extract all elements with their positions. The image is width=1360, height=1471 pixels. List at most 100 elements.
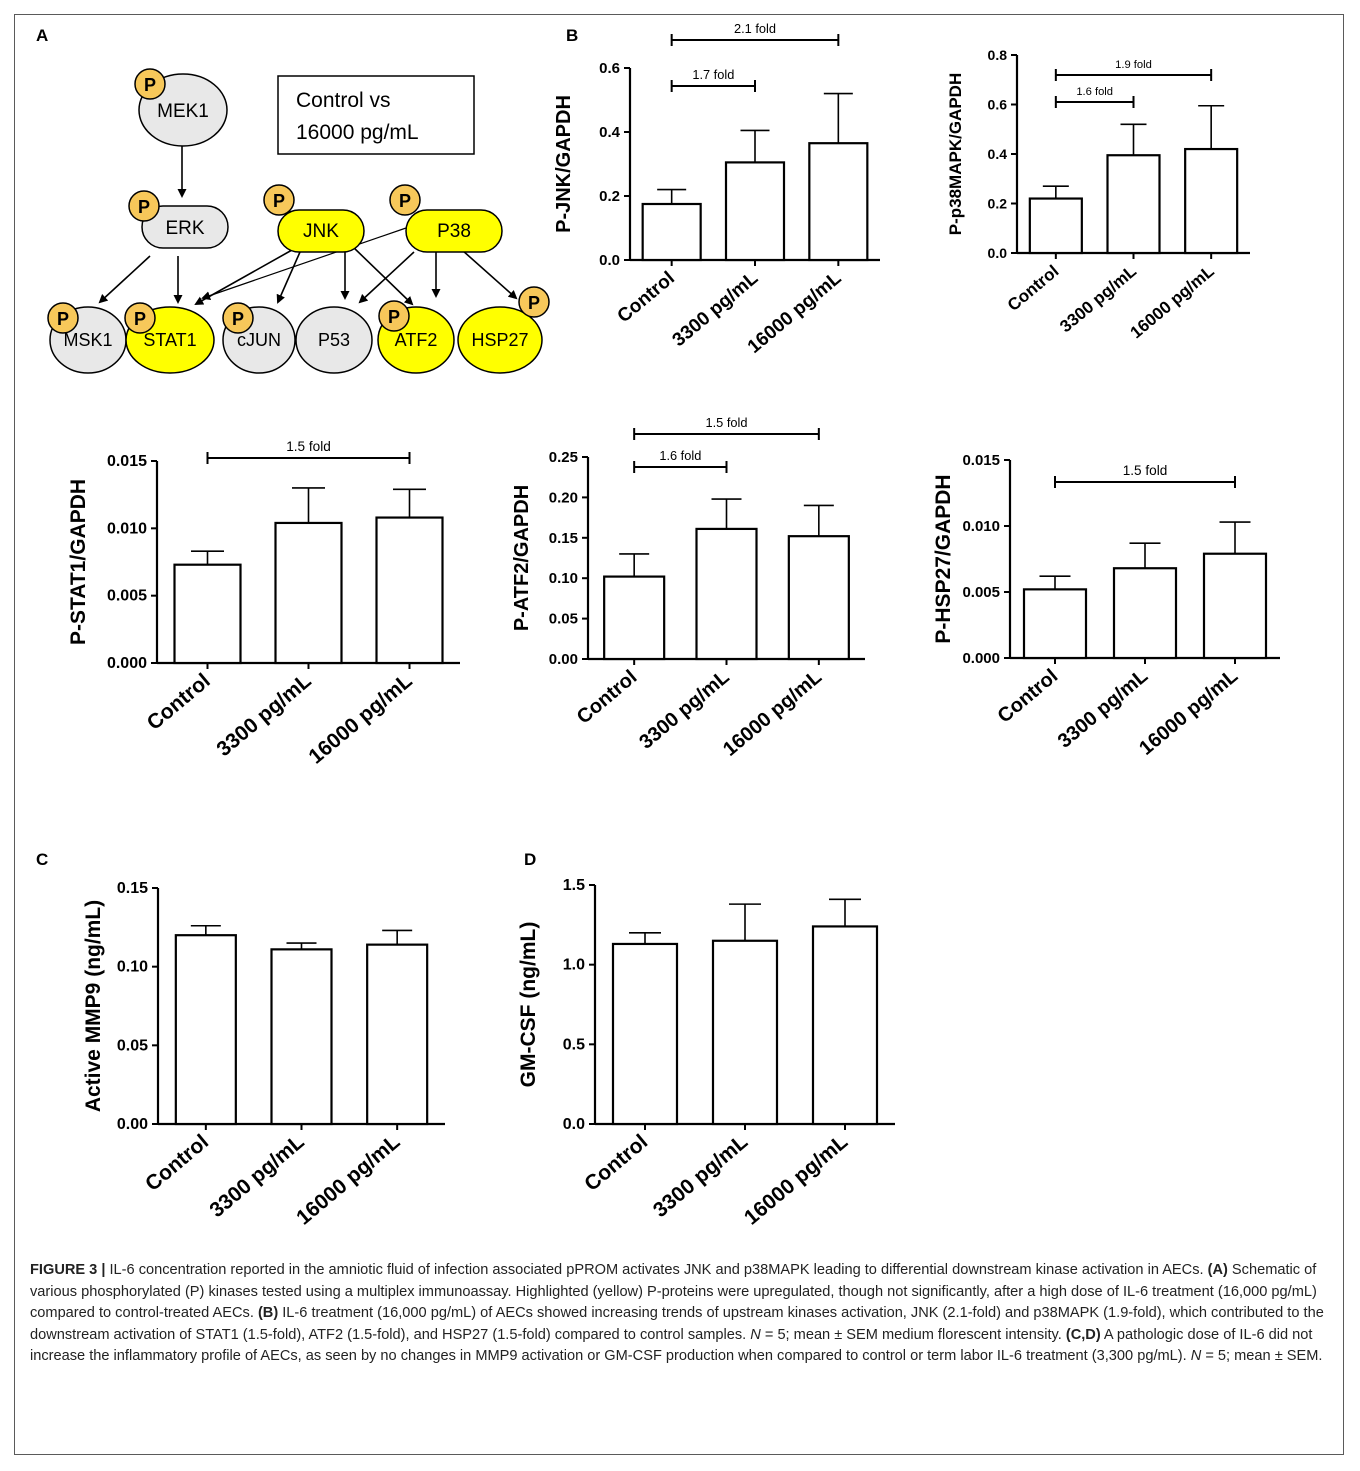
node-cjun: cJUN P (222, 302, 296, 374)
fold-label: 1.6 fold (659, 448, 701, 463)
y-tick-label: 0.010 (107, 520, 147, 537)
bar (173, 563, 242, 665)
svg-text:MEK1: MEK1 (157, 101, 209, 122)
legend-box: Control vs 16000 pg/mL (277, 75, 475, 155)
chart-p-p38mapk: 0.0 0.2 0.4 0.6 0.8 P-p38MAPK/GAPDH Control330… (946, 47, 1250, 343)
svg-text:ATF2: ATF2 (395, 330, 438, 350)
category-label: Control (580, 1130, 652, 1196)
y-tick-label: 0.15 (117, 880, 148, 897)
node-p38: P38 P (389, 184, 503, 253)
pathway-arrows (98, 140, 518, 306)
bar (1022, 588, 1088, 660)
y-tick-label: 0.00 (549, 651, 578, 668)
bar (1106, 154, 1161, 255)
pathway-diagram: Control vs 16000 pg/mL MEK1 P ERK P JNK … (47, 68, 550, 374)
bar (603, 575, 666, 661)
bar (174, 934, 237, 1126)
svg-text:MSK1: MSK1 (63, 330, 112, 350)
y-tick-label: 0.015 (107, 453, 147, 470)
category-label: 3300 pg/mL (635, 666, 733, 754)
panel-letter-d: D (524, 850, 537, 869)
y-tick-label: 0.00 (117, 1116, 148, 1133)
bar (375, 516, 444, 665)
category-label: 3300 pg/mL (205, 1130, 308, 1222)
bar (1184, 147, 1239, 255)
category-label: 3300 pg/mL (649, 1130, 752, 1222)
svg-text:P: P (273, 191, 285, 211)
bar (611, 942, 679, 1126)
bar (811, 925, 879, 1126)
y-tick-label: 0.0 (988, 245, 1008, 261)
y-tick-label: 0.10 (117, 959, 148, 976)
phospho-badge (134, 68, 166, 100)
y-tick-label: 0.000 (107, 655, 147, 672)
fold-label: 1.7 fold (692, 67, 734, 82)
chart-p-stat1: 0.000 0.005 0.010 0.015 P-STAT1/GAPDH Control… (67, 439, 460, 769)
y-axis-label: P-ATF2/GAPDH (511, 485, 533, 631)
y-tick-label: 0.15 (549, 530, 578, 547)
y-axis-label: P-HSP27/GAPDH (932, 474, 955, 643)
phospho-badge (378, 300, 410, 332)
y-tick-label: 0.000 (962, 650, 1000, 667)
bar (724, 161, 786, 262)
svg-text:P: P (528, 293, 540, 313)
y-axis-label: P-JNK/GAPDH (553, 95, 575, 233)
category-label: 16000 pg/mL (1127, 262, 1218, 343)
legend-line2: 16000 pg/mL (296, 121, 419, 144)
arrow-erk-msk1 (98, 255, 151, 304)
category-label: 16000 pg/mL (740, 1130, 852, 1230)
svg-text:P: P (144, 75, 156, 95)
node-p53: P53 (295, 306, 373, 374)
category-label: 3300 pg/mL (1054, 665, 1152, 753)
chart-p-atf2: 0.00 0.05 0.10 0.15 0.20 0.25 P-ATF2/GAPDH Cont… (511, 415, 865, 761)
y-tick-label: 0.6 (599, 60, 620, 77)
y-tick-label: 0.4 (599, 124, 621, 141)
category-label: 16000 pg/mL (719, 666, 826, 761)
svg-text:STAT1: STAT1 (143, 330, 196, 350)
bar (1028, 197, 1083, 255)
category-label: Control (143, 669, 215, 735)
phospho-badge (124, 302, 156, 334)
node-stat1: STAT1 P (124, 302, 215, 374)
y-axis-label: P-p38MAPK/GAPDH (946, 73, 965, 235)
node-atf2: ATF2 P (377, 300, 455, 374)
fold-label: 1.9 fold (1115, 59, 1152, 71)
svg-text:ERK: ERK (165, 218, 204, 239)
category-label: Control (573, 666, 642, 729)
arrow-jnk-cjun (276, 251, 301, 304)
y-axis-label: Active MMP9 (ng/mL) (82, 900, 105, 1112)
arrow-p38-p53b (358, 251, 415, 304)
svg-text:P: P (399, 191, 411, 211)
y-tick-label: 0.4 (988, 146, 1008, 162)
arrow-p38-stat1 (201, 227, 407, 300)
bar (1202, 552, 1268, 660)
y-tick-label: 1.5 (563, 877, 585, 894)
y-tick-label: 0.005 (107, 588, 147, 605)
y-axis-label: P-STAT1/GAPDH (67, 479, 90, 645)
panel-letter-c: C (36, 850, 49, 869)
panel-letter-b: B (566, 26, 579, 45)
y-tick-label: 0.10 (549, 570, 578, 587)
y-tick-label: 0.20 (549, 489, 578, 506)
bar (808, 142, 869, 262)
fold-label: 1.5 fold (706, 415, 748, 430)
y-tick-label: 0.010 (962, 518, 1000, 535)
category-label: 16000 pg/mL (304, 669, 416, 769)
arrow-p38-hsp27 (461, 249, 518, 300)
svg-text:P: P (134, 309, 146, 329)
bar (1112, 567, 1178, 660)
bar (366, 943, 429, 1126)
y-tick-label: 0.05 (117, 1037, 148, 1054)
y-tick-label: 1.0 (563, 957, 585, 974)
node-jnk: JNK P (263, 184, 365, 253)
phospho-badge (222, 302, 254, 334)
y-tick-label: 0.2 (599, 188, 620, 205)
bar (274, 521, 343, 665)
category-label: Control (1004, 262, 1063, 315)
chart-active-mmp9: 0.00 0.05 0.10 0.15 Active MMP9 (ng/mL) Contr… (82, 880, 445, 1225)
y-tick-label: 0.5 (563, 1036, 585, 1053)
svg-text:P53: P53 (318, 330, 350, 350)
y-tick-label: 0.0 (563, 1116, 585, 1133)
